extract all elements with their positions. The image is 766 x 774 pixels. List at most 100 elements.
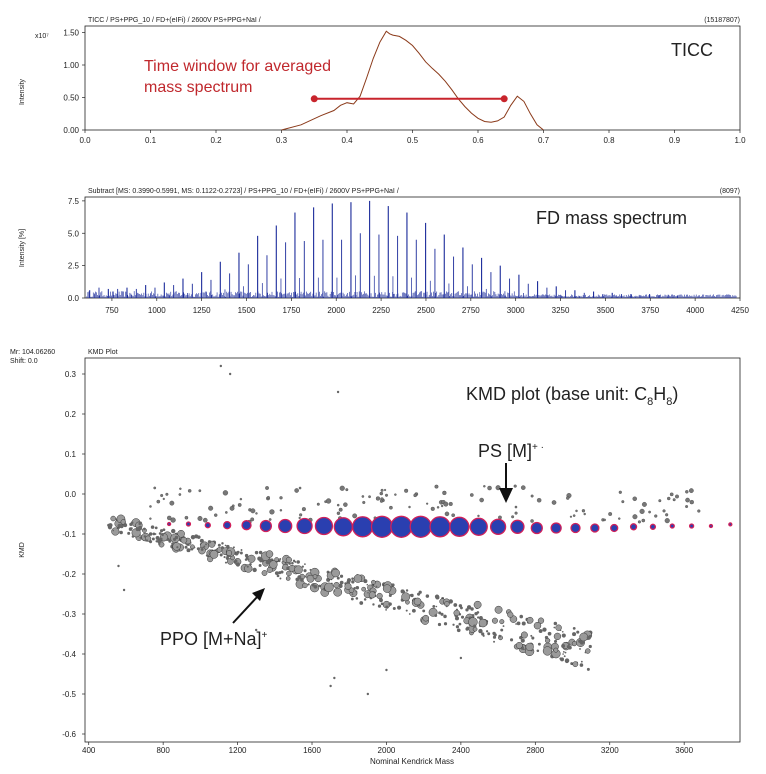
ppo-points <box>107 364 701 696</box>
ppo-point <box>266 566 273 573</box>
time-window-annotation-line1: Time window for averaged <box>144 58 331 75</box>
ticc-xtick-label: 0.6 <box>472 136 484 145</box>
ppo-point <box>339 485 345 491</box>
ppo-point <box>338 507 343 512</box>
ppo-point <box>536 649 540 653</box>
ppo-point <box>344 582 352 590</box>
ppo-point <box>296 560 300 564</box>
ppo-point <box>514 505 518 509</box>
ppo-point <box>451 513 455 518</box>
ppo-point <box>186 548 191 553</box>
spectrum-header: Subtract [MS: 0.3990-0.5991, MS: 0.1122-… <box>88 188 399 195</box>
ppo-point <box>519 614 524 619</box>
ppo-point <box>562 653 564 655</box>
ppo-point <box>526 616 534 624</box>
ppo-point <box>664 518 670 524</box>
spectrum-ytick-label: 5.0 <box>68 229 80 238</box>
ppo-point <box>553 632 562 641</box>
ppo-point <box>514 511 518 515</box>
spectrum-xtick-label: 1500 <box>238 306 256 315</box>
ppo-point <box>553 647 559 653</box>
ps-point <box>278 518 293 534</box>
ppo-arrow-shaft <box>232 595 259 624</box>
ppo-point <box>184 545 188 549</box>
ppo-point <box>502 625 505 628</box>
ppo-point <box>352 513 358 519</box>
ppo-point <box>294 561 297 563</box>
ppo-point <box>499 619 505 625</box>
ppo-point <box>333 676 336 680</box>
ppo-point <box>538 629 543 634</box>
ppo-point <box>285 576 291 581</box>
ppo-point <box>469 493 474 497</box>
ppo-point <box>239 497 243 501</box>
ppo-point <box>112 529 115 532</box>
ppo-point <box>174 535 179 540</box>
ppo-point <box>149 505 152 508</box>
ppo-point <box>265 486 269 490</box>
ppo-point <box>129 522 133 526</box>
ppo-point <box>667 496 671 501</box>
ppo-point <box>245 556 249 560</box>
ppo-point <box>265 550 274 558</box>
ppo-point <box>432 605 436 608</box>
ppo-point <box>258 550 263 555</box>
ppo-point <box>470 607 474 611</box>
ppo-point <box>553 626 556 629</box>
kmd-ytick-label: -0.6 <box>62 730 76 739</box>
ppo-point <box>401 592 411 602</box>
ppo-point <box>235 562 241 567</box>
ppo-point <box>478 618 488 628</box>
ps-point <box>259 519 273 533</box>
ppo-point <box>551 500 557 505</box>
ppo-point <box>436 506 440 509</box>
ppo-point <box>231 504 235 508</box>
ticc-panel: TICC / PS+PPG_10 / FD+(eIFi) / 2600V PS+… <box>19 17 746 145</box>
ppo-point <box>520 485 526 490</box>
ppo-point <box>265 560 270 565</box>
ppo-point <box>453 609 460 617</box>
ppo-point <box>685 505 689 508</box>
ppo-point <box>453 603 458 607</box>
ppo-point <box>434 614 438 618</box>
ppo-point <box>430 506 435 511</box>
ppo-point <box>171 528 176 534</box>
ppo-point <box>336 390 340 394</box>
ppo-point <box>254 550 259 555</box>
ppo-point <box>561 630 564 633</box>
ppo-point <box>261 570 268 576</box>
ppo-point <box>179 487 182 490</box>
ppo-point <box>348 587 355 594</box>
ppo-point <box>228 372 232 376</box>
ppo-point <box>247 558 250 561</box>
ppo-point <box>149 517 152 520</box>
ppo-point <box>111 527 120 536</box>
ppo-point <box>222 490 229 496</box>
ppo-point <box>353 574 363 583</box>
ppo-point <box>408 505 411 509</box>
ppo-point <box>483 485 486 488</box>
ppo-point <box>214 513 218 517</box>
ppo-point <box>362 500 366 504</box>
ppo-point <box>366 583 369 586</box>
ppo-point <box>160 494 164 497</box>
ppo-point <box>378 598 383 602</box>
ppo-point <box>618 517 621 520</box>
ppo-point <box>190 534 196 540</box>
ppo-point <box>351 580 355 584</box>
ppo-point <box>207 540 212 544</box>
ppo-point <box>302 582 308 589</box>
ppo-point <box>509 638 514 642</box>
ppo-point <box>559 657 562 660</box>
ppo-point <box>516 621 521 626</box>
ppo-point <box>329 684 332 688</box>
ppo-point <box>385 668 388 672</box>
ppo-point <box>459 656 463 660</box>
ppo-point <box>553 639 558 643</box>
ppo-point <box>585 648 591 654</box>
ticc-curve <box>281 30 544 131</box>
ppo-point <box>150 525 155 529</box>
ppo-point <box>351 593 354 596</box>
spectrum-xtick-label: 4250 <box>731 306 749 315</box>
